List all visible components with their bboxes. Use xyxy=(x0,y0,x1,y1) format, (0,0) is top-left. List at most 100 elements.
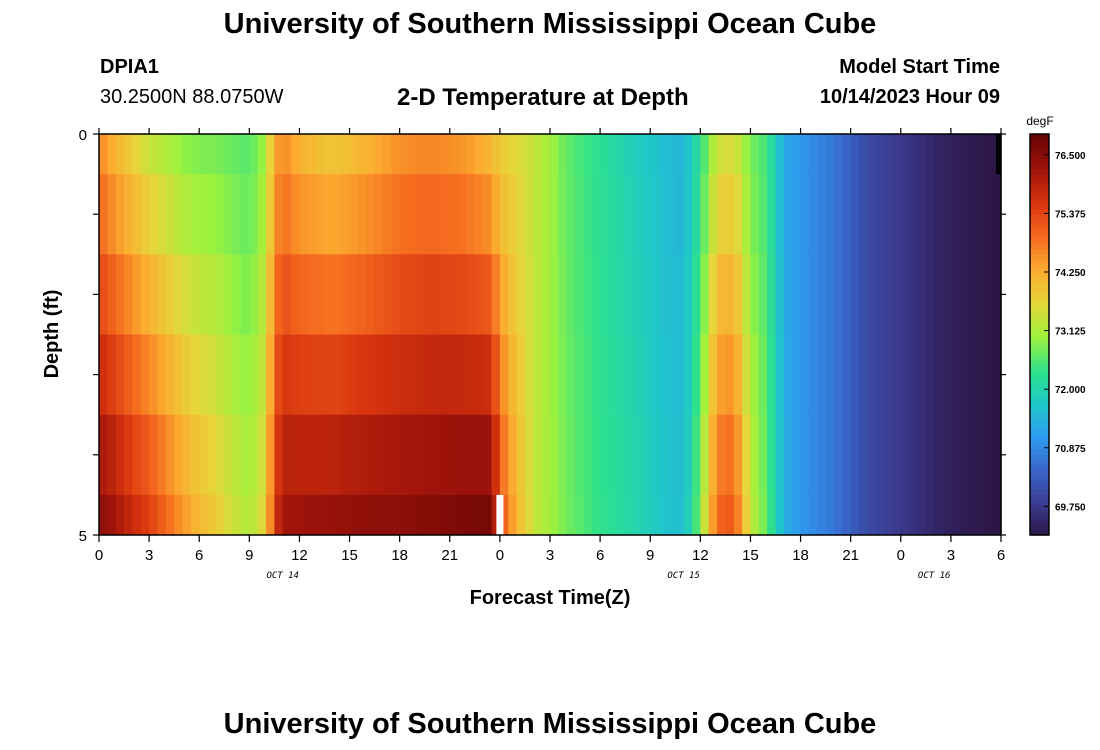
heatmap-cell xyxy=(608,414,618,496)
colorbar-segment xyxy=(1030,139,1049,145)
heatmap-cell xyxy=(458,254,468,335)
heatmap-cell xyxy=(900,494,910,536)
heatmap-cell xyxy=(149,134,159,175)
heatmap-cell xyxy=(224,254,234,335)
heatmap-cell xyxy=(917,414,927,496)
heatmap-cell xyxy=(240,414,250,496)
y-axis-ticks: 05 xyxy=(79,127,1006,545)
heatmap-cell xyxy=(616,414,626,496)
heatmap-cell xyxy=(541,494,551,536)
heatmap-cell xyxy=(833,134,843,175)
heatmap-cell xyxy=(925,494,935,536)
heatmap-cell xyxy=(550,254,559,335)
heatmap-cell xyxy=(190,414,200,496)
heatmap-cell xyxy=(266,414,275,496)
heatmap-cell xyxy=(808,134,818,175)
heatmap-cell xyxy=(149,494,159,536)
heatmap-cell xyxy=(550,494,559,536)
heatmap-cell xyxy=(199,254,209,335)
heatmap-cell xyxy=(925,334,935,416)
x-tick-label: 21 xyxy=(441,547,458,564)
colorbar-segment xyxy=(1030,309,1049,316)
heatmap-cell xyxy=(591,414,601,496)
heatmap-cell xyxy=(107,254,117,335)
heatmap-cell xyxy=(817,174,827,255)
heatmap-cell xyxy=(349,494,359,536)
heatmap-cell xyxy=(224,414,234,496)
heatmap-cell xyxy=(942,174,952,255)
heatmap-cell xyxy=(717,494,726,536)
heatmap-cell xyxy=(700,494,710,536)
colorbar-segment xyxy=(1030,299,1049,306)
heatmap-cell xyxy=(157,414,167,496)
heatmap-cell xyxy=(859,134,868,175)
heatmap-cell xyxy=(307,494,317,536)
heatmap-cell xyxy=(382,134,392,175)
heatmap-cell xyxy=(257,494,267,536)
heatmap-cell xyxy=(817,414,827,496)
heatmap-cell xyxy=(332,494,342,536)
heatmap-cell xyxy=(792,334,802,416)
heatmap-cell xyxy=(566,414,576,496)
heatmap-cell xyxy=(232,414,242,496)
heatmap-cell xyxy=(767,414,777,496)
heatmap-cell xyxy=(600,254,610,335)
heatmap-cell xyxy=(583,134,593,175)
x-tick-label: 3 xyxy=(145,547,153,564)
heatmap-cell xyxy=(190,254,200,335)
colorbar-segment xyxy=(1030,329,1049,336)
heatmap-cell xyxy=(742,254,752,335)
heatmap-cell xyxy=(499,134,509,175)
heatmap-cell xyxy=(725,414,735,496)
colorbar-segment xyxy=(1030,289,1049,295)
heatmap-cell xyxy=(240,174,250,255)
heatmap-cell xyxy=(207,414,217,496)
heatmap-cell xyxy=(316,134,326,175)
heatmap-cell xyxy=(149,254,159,335)
heatmap-cell xyxy=(884,254,894,335)
heatmap-cell xyxy=(700,334,710,416)
heatmap-cell xyxy=(382,414,392,496)
heatmap-cell xyxy=(558,174,568,255)
heatmap-cell xyxy=(959,494,969,536)
heatmap-cell xyxy=(324,254,334,335)
heatmap-cell xyxy=(859,494,868,536)
colorbar-segment xyxy=(1030,404,1049,411)
colorbar-segment xyxy=(1030,474,1049,481)
heatmap-cell xyxy=(800,414,810,496)
heatmap-cell xyxy=(666,134,676,175)
heatmap-cell xyxy=(666,254,676,335)
station-coords: 30.2500N 88.0750W xyxy=(100,86,284,108)
heatmap-cell xyxy=(483,334,493,416)
heatmap-cell xyxy=(691,494,701,536)
heatmap-cell xyxy=(691,174,701,255)
heatmap-cell xyxy=(850,134,860,175)
heatmap-cell xyxy=(149,334,159,416)
heatmap-cell xyxy=(391,494,401,536)
heatmap-cell xyxy=(349,254,359,335)
heatmap-cell xyxy=(165,414,175,496)
colorbar-segment xyxy=(1030,519,1049,526)
colorbar-tick-label: 69.750 xyxy=(1055,502,1086,513)
heatmap-cell xyxy=(466,334,476,416)
x-tick-label: 9 xyxy=(245,547,253,564)
heatmap-cell xyxy=(274,134,284,175)
heatmap-cell xyxy=(975,494,985,536)
chart-subtitle: 2-D Temperature at Depth xyxy=(397,84,689,111)
heatmap-cell xyxy=(867,254,877,335)
colorbar-segment xyxy=(1030,204,1049,210)
x-tick-label: 9 xyxy=(646,547,654,564)
heatmap-cell xyxy=(149,414,159,496)
heatmap-cell xyxy=(633,134,643,175)
colorbar-segment xyxy=(1030,499,1049,506)
heatmap-cell xyxy=(717,334,726,416)
heatmap-cell xyxy=(366,414,376,496)
heatmap-cell xyxy=(332,334,342,416)
heatmap-cell xyxy=(825,494,835,536)
heatmap-cell xyxy=(257,134,267,175)
heatmap-cell xyxy=(909,414,919,496)
heatmap-cell xyxy=(683,174,693,255)
heatmap-cell xyxy=(717,174,726,255)
heatmap-cell xyxy=(132,494,142,536)
heatmap-cell xyxy=(449,174,459,255)
